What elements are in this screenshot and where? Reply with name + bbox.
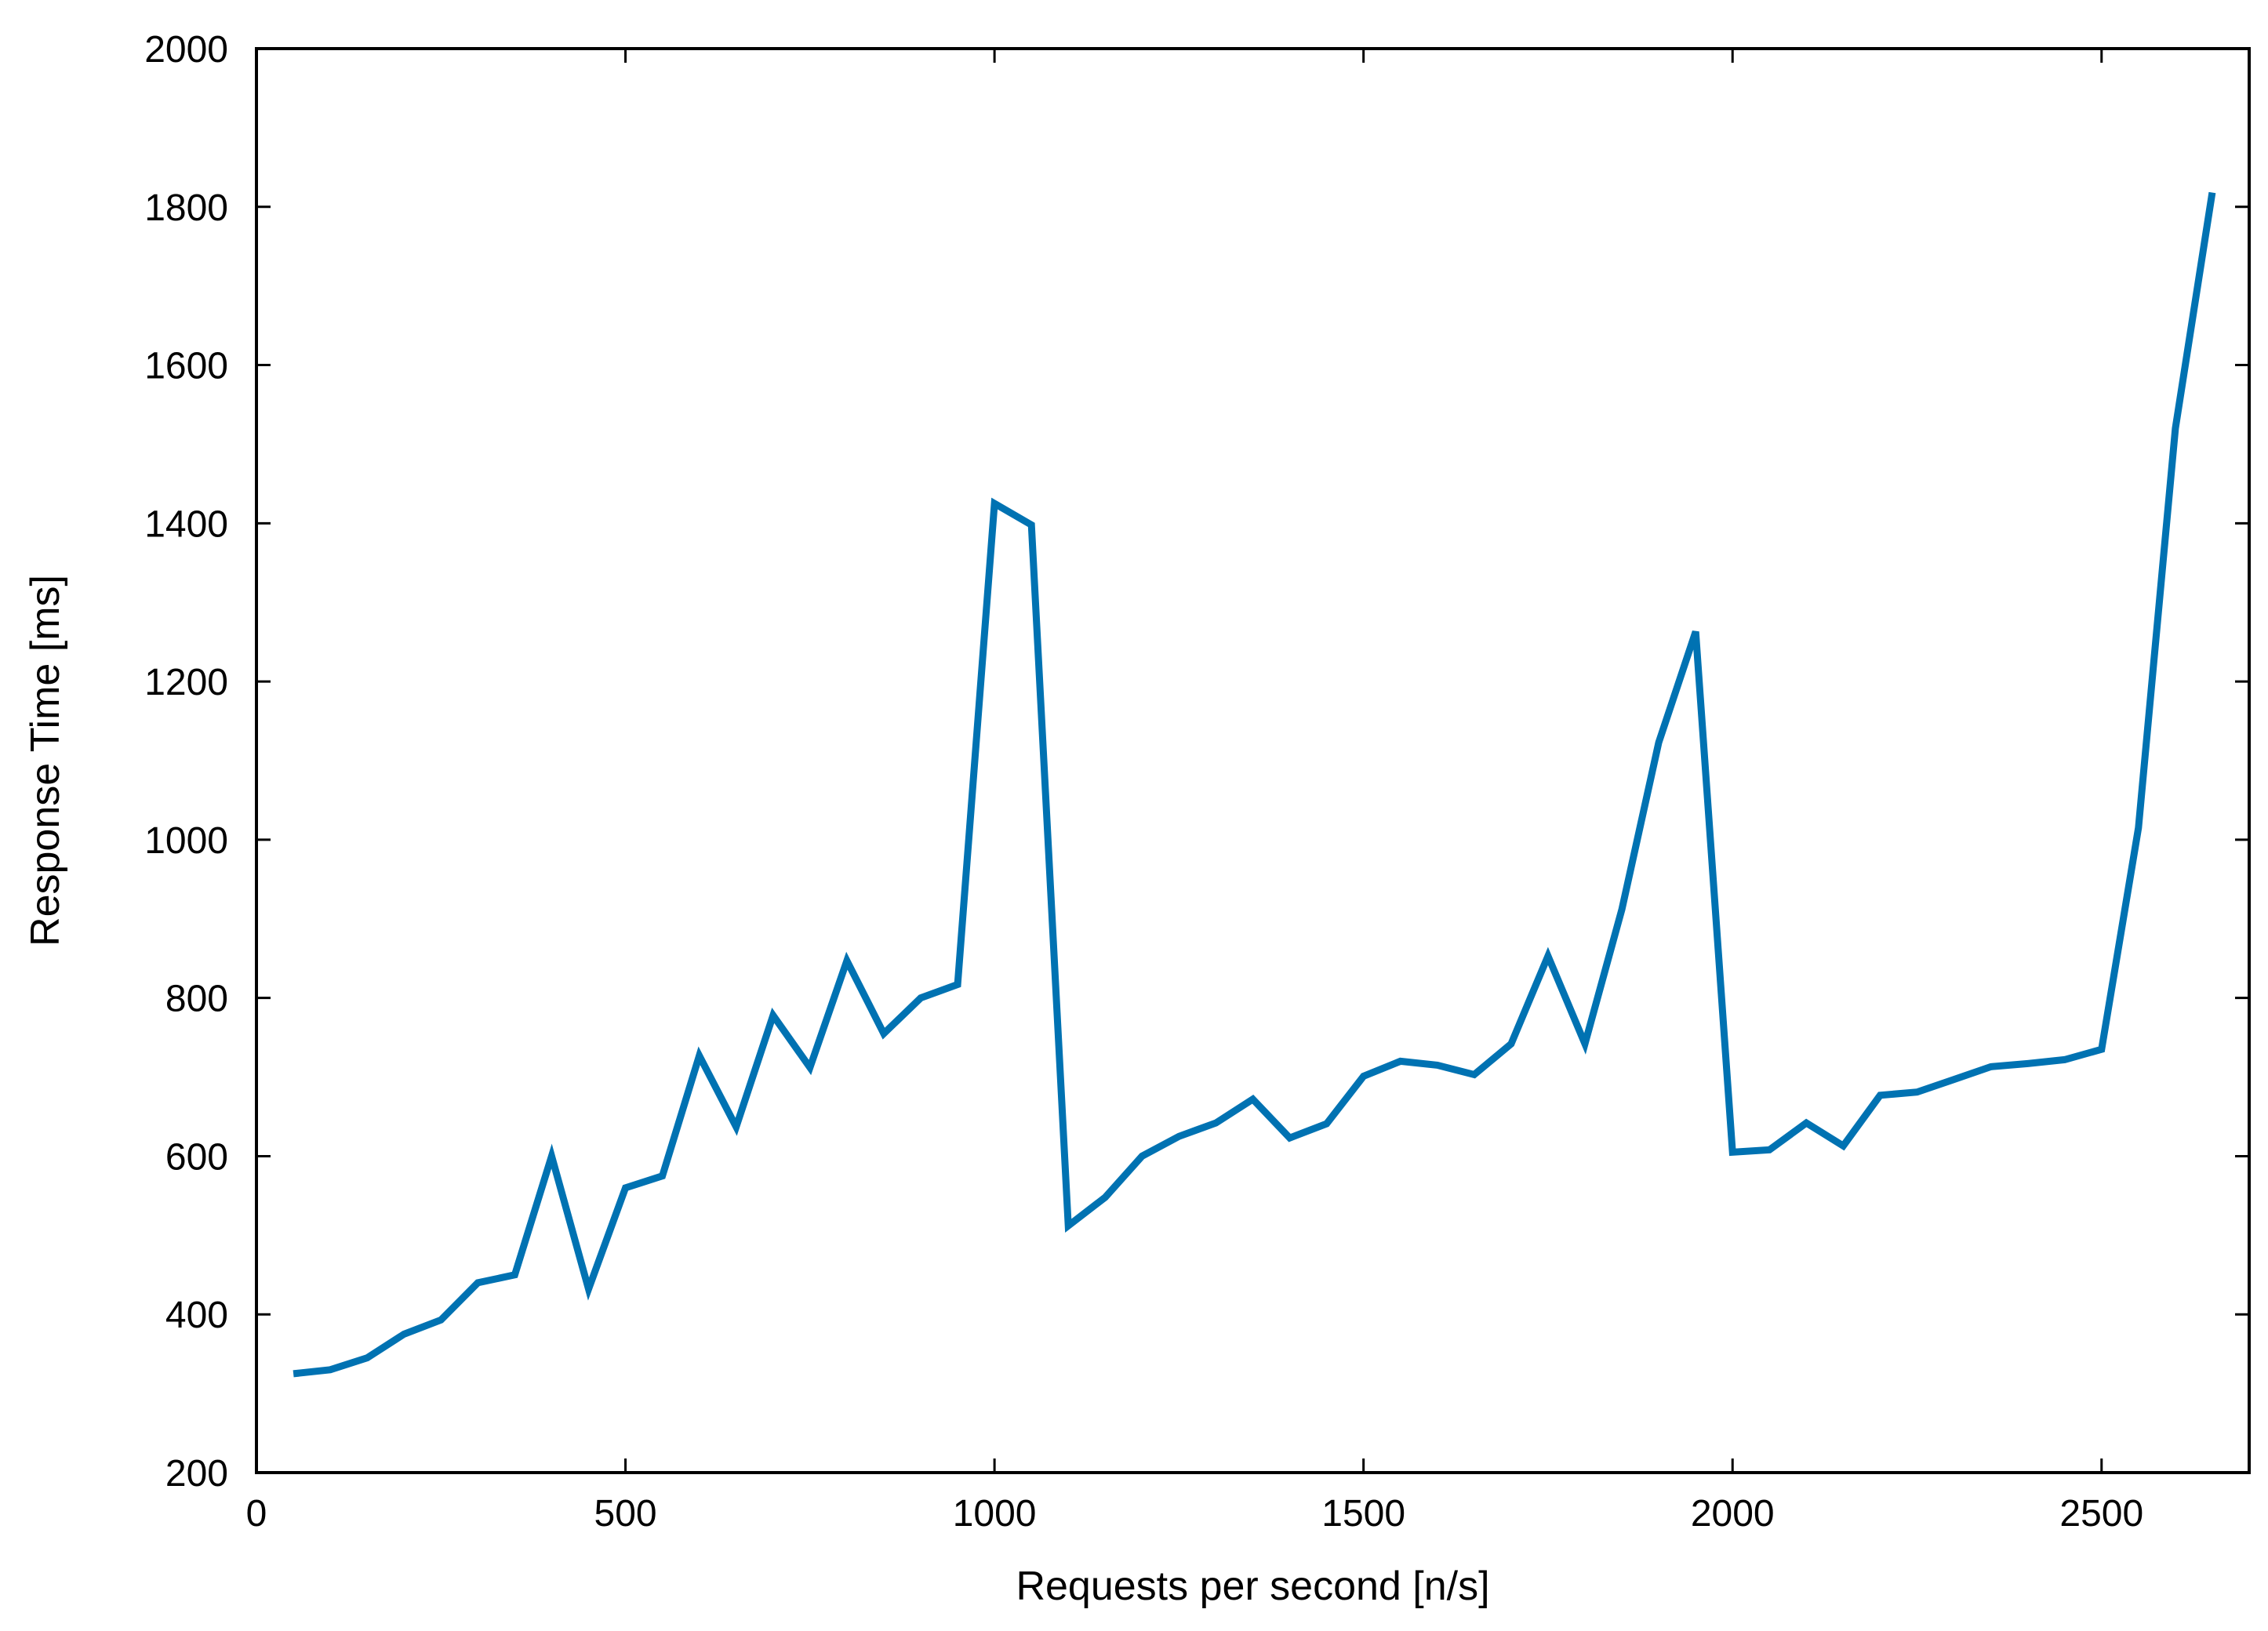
y-tick-label: 1200	[144, 662, 228, 703]
x-tick-label: 0	[246, 1493, 267, 1535]
x-tick-label: 2500	[2059, 1493, 2143, 1535]
y-tick-label: 1000	[144, 820, 228, 862]
y-tick-label: 1800	[144, 187, 228, 229]
series-layer	[293, 191, 2216, 1378]
x-tick-label: 500	[594, 1493, 657, 1535]
y-tick-label: 200	[165, 1453, 228, 1495]
y-tick-label: 400	[165, 1295, 228, 1336]
y-tick-label: 800	[165, 979, 228, 1020]
y-axis: 200 400 600 800 1000 1200 1400 1600 1800 2000	[144, 29, 2249, 1495]
y-tick-label: 1400	[144, 503, 228, 545]
y-tick-label: 2000	[144, 29, 228, 71]
x-axis-title: Requests per second [n/s]	[1016, 1564, 1489, 1609]
x-axis: 0 500 1000 1500 2000 2500	[246, 49, 2143, 1535]
x-tick-label: 1000	[953, 1493, 1037, 1535]
y-axis-title: Response Time [ms]	[23, 575, 68, 946]
y-tick-label: 1600	[144, 346, 228, 387]
y-tick-label: 600	[165, 1136, 228, 1178]
x-tick-label: 2000	[1691, 1493, 1775, 1535]
plot-frame	[255, 47, 2251, 1474]
series-line	[293, 191, 2216, 1378]
x-tick-label: 1500	[1321, 1493, 1405, 1535]
